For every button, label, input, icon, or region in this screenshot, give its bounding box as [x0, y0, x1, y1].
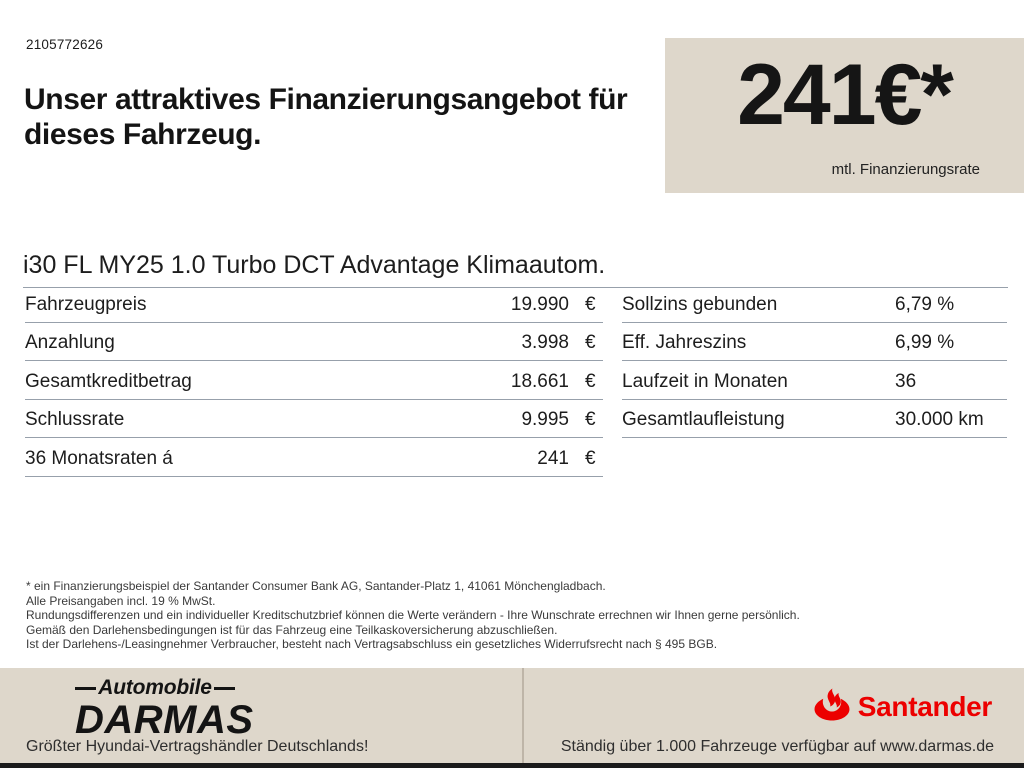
- row-value: 36: [895, 370, 917, 392]
- table-row: Laufzeit in Monaten 36: [622, 361, 1007, 400]
- monthly-rate-box: 241€* mtl. Finanzierungsrate: [665, 38, 1024, 193]
- footer-bottom-bar: [0, 763, 1024, 768]
- santander-wordmark: Santander: [857, 691, 993, 722]
- row-label: Sollzins gebunden: [622, 293, 778, 315]
- row-value: 30.000 km: [895, 409, 984, 431]
- darmas-logo-top: Automobile: [75, 676, 235, 700]
- row-label: Schlussrate: [25, 409, 125, 431]
- offer-id: 2105772626: [26, 37, 104, 52]
- row-value: 19.990: [510, 293, 569, 315]
- santander-flame-icon: [813, 688, 851, 726]
- logo-rule-right: [213, 686, 235, 690]
- darmas-logo-name: DARMAS: [75, 698, 254, 742]
- monthly-rate-amount: 241€*: [737, 47, 954, 143]
- darmas-logo-word: Automobile: [98, 676, 212, 699]
- table-row: Sollzins gebunden 6,79 %: [622, 284, 1007, 323]
- finance-table-left: Fahrzeugpreis 19.990 € Anzahlung 3.998 €…: [25, 284, 603, 477]
- row-value: 18.661: [510, 370, 569, 392]
- disclaimer-line: Gemäß den Darlehensbedingungen ist für d…: [26, 622, 558, 637]
- disclaimer-line: * ein Finanzierungsbeispiel der Santande…: [26, 579, 606, 593]
- footer-divider: [522, 668, 524, 763]
- availability-text: Ständig über 1.000 Fahrzeuge verfügbar a…: [560, 738, 994, 755]
- page-title: Unser attraktives Finanzierungsangebot f…: [24, 83, 628, 152]
- table-row: Schlussrate 9.995 €: [25, 400, 603, 439]
- row-unit: €: [585, 370, 596, 392]
- row-label: 36 Monatsraten á: [25, 447, 173, 469]
- disclaimer-line: Alle Preisangaben incl. 19 % MwSt.: [26, 593, 216, 608]
- row-unit: €: [585, 409, 596, 431]
- footer: Automobile DARMAS Santander Größter Hyun…: [0, 668, 1024, 768]
- table-row: Gesamtkreditbetrag 18.661 €: [25, 361, 603, 400]
- row-value: 3.998: [521, 332, 569, 354]
- logo-rule-left: [75, 686, 97, 690]
- row-label: Laufzeit in Monaten: [622, 370, 788, 392]
- disclaimer-line: Ist der Darlehens-/Leasingnehmer Verbrau…: [26, 637, 718, 652]
- row-unit: €: [585, 332, 596, 354]
- row-value: 241: [537, 447, 569, 469]
- monthly-rate-caption: mtl. Finanzierungsrate: [831, 161, 980, 178]
- row-label: Eff. Jahreszins: [622, 332, 747, 354]
- table-row: Anzahlung 3.998 €: [25, 323, 603, 362]
- row-unit: €: [585, 447, 596, 469]
- row-label: Gesamtkreditbetrag: [25, 370, 192, 392]
- table-row: Fahrzeugpreis 19.990 €: [25, 284, 603, 323]
- row-value: 6,79 %: [895, 293, 955, 315]
- disclaimer-text: * ein Finanzierungsbeispiel der Santande…: [26, 579, 800, 652]
- row-label: Gesamtlaufleistung: [622, 409, 785, 431]
- row-unit: €: [585, 293, 596, 315]
- disclaimer-line: Rundungsdifferenzen und ein individuelle…: [26, 608, 800, 623]
- vehicle-title: i30 FL MY25 1.0 Turbo DCT Advantage Klim…: [23, 251, 1008, 288]
- finance-table-right: Sollzins gebunden 6,79 % Eff. Jahreszins…: [622, 284, 1007, 439]
- table-row: Eff. Jahreszins 6,99 %: [622, 323, 1007, 362]
- row-value: 6,99 %: [895, 332, 955, 354]
- row-value: 9.995: [521, 409, 569, 431]
- dealer-tagline: Größter Hyundai-Vertragshändler Deutschl…: [26, 738, 369, 755]
- row-label: Fahrzeugpreis: [25, 293, 147, 315]
- row-label: Anzahlung: [25, 332, 115, 354]
- santander-logo: Santander: [813, 688, 992, 726]
- table-row: 36 Monatsraten á 241 €: [25, 438, 603, 477]
- table-row: Gesamtlaufleistung 30.000 km: [622, 400, 1007, 439]
- darmas-logo: Automobile DARMAS: [75, 676, 254, 742]
